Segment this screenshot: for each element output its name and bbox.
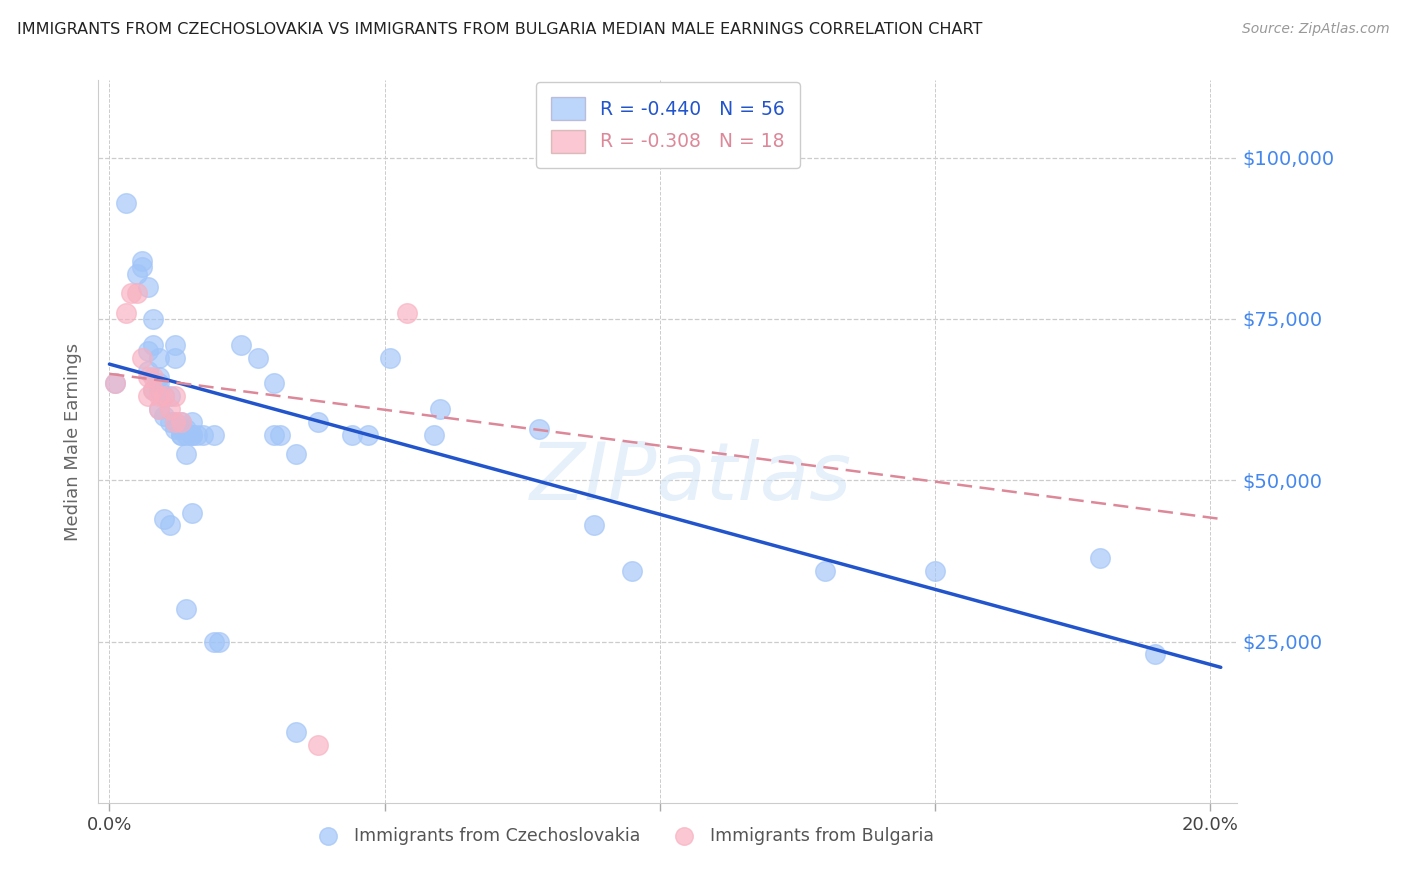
Point bbox=[104, 376, 127, 391]
Point bbox=[136, 363, 159, 377]
Point bbox=[148, 351, 170, 365]
Point bbox=[582, 518, 605, 533]
Point bbox=[142, 312, 165, 326]
Point bbox=[170, 428, 193, 442]
Point bbox=[115, 195, 138, 210]
Point bbox=[165, 415, 187, 429]
Point bbox=[814, 564, 837, 578]
Point bbox=[148, 370, 170, 384]
Point bbox=[170, 415, 193, 429]
Point bbox=[131, 260, 153, 275]
Point bbox=[191, 428, 214, 442]
Point bbox=[395, 305, 418, 319]
Point bbox=[202, 428, 225, 442]
Point bbox=[165, 415, 187, 429]
Point bbox=[423, 428, 446, 442]
Point bbox=[148, 389, 170, 403]
Point bbox=[176, 428, 198, 442]
Point bbox=[181, 428, 204, 442]
Point bbox=[153, 389, 176, 403]
Point bbox=[378, 351, 401, 365]
Point bbox=[131, 351, 153, 365]
Point bbox=[136, 344, 159, 359]
Point bbox=[208, 634, 231, 648]
Point bbox=[621, 564, 644, 578]
Point bbox=[115, 305, 138, 319]
Point bbox=[153, 389, 176, 403]
Point bbox=[142, 338, 165, 352]
Point bbox=[125, 286, 148, 301]
Point bbox=[142, 383, 165, 397]
Point bbox=[176, 422, 198, 436]
Text: IMMIGRANTS FROM CZECHOSLOVAKIA VS IMMIGRANTS FROM BULGARIA MEDIAN MALE EARNINGS : IMMIGRANTS FROM CZECHOSLOVAKIA VS IMMIGR… bbox=[17, 22, 983, 37]
Point bbox=[269, 428, 291, 442]
Point bbox=[153, 409, 176, 423]
Point bbox=[142, 370, 165, 384]
Point bbox=[308, 738, 330, 752]
Point bbox=[148, 383, 170, 397]
Point bbox=[136, 389, 159, 403]
Point bbox=[285, 724, 308, 739]
Point bbox=[104, 376, 127, 391]
Point bbox=[186, 428, 208, 442]
Point bbox=[1143, 648, 1166, 662]
Point bbox=[263, 428, 285, 442]
Point bbox=[176, 447, 198, 461]
Point bbox=[165, 338, 187, 352]
Point bbox=[136, 370, 159, 384]
Point bbox=[176, 602, 198, 616]
Point bbox=[142, 383, 165, 397]
Point bbox=[153, 512, 176, 526]
Point bbox=[170, 422, 193, 436]
Text: Source: ZipAtlas.com: Source: ZipAtlas.com bbox=[1241, 22, 1389, 37]
Point bbox=[159, 415, 181, 429]
Point bbox=[159, 518, 181, 533]
Point bbox=[527, 422, 550, 436]
Point bbox=[202, 634, 225, 648]
Point bbox=[148, 376, 170, 391]
Point bbox=[148, 402, 170, 417]
Point bbox=[170, 415, 193, 429]
Point bbox=[136, 279, 159, 293]
Point bbox=[125, 267, 148, 281]
Point bbox=[148, 402, 170, 417]
Point bbox=[231, 338, 253, 352]
Point bbox=[120, 286, 142, 301]
Point bbox=[181, 428, 204, 442]
Text: ZIPatlas: ZIPatlas bbox=[530, 439, 852, 516]
Point bbox=[1088, 550, 1111, 565]
Legend: Immigrants from Czechoslovakia, Immigrants from Bulgaria: Immigrants from Czechoslovakia, Immigran… bbox=[304, 820, 941, 852]
Point bbox=[165, 351, 187, 365]
Point bbox=[165, 422, 187, 436]
Point bbox=[429, 402, 451, 417]
Point bbox=[165, 389, 187, 403]
Point bbox=[285, 447, 308, 461]
Point bbox=[131, 253, 153, 268]
Point bbox=[246, 351, 269, 365]
Point bbox=[357, 428, 380, 442]
Point bbox=[308, 415, 330, 429]
Point bbox=[924, 564, 946, 578]
Y-axis label: Median Male Earnings: Median Male Earnings bbox=[65, 343, 83, 541]
Point bbox=[159, 402, 181, 417]
Point bbox=[340, 428, 363, 442]
Point bbox=[181, 506, 204, 520]
Point bbox=[181, 415, 204, 429]
Point bbox=[170, 428, 193, 442]
Point bbox=[263, 376, 285, 391]
Point bbox=[159, 389, 181, 403]
